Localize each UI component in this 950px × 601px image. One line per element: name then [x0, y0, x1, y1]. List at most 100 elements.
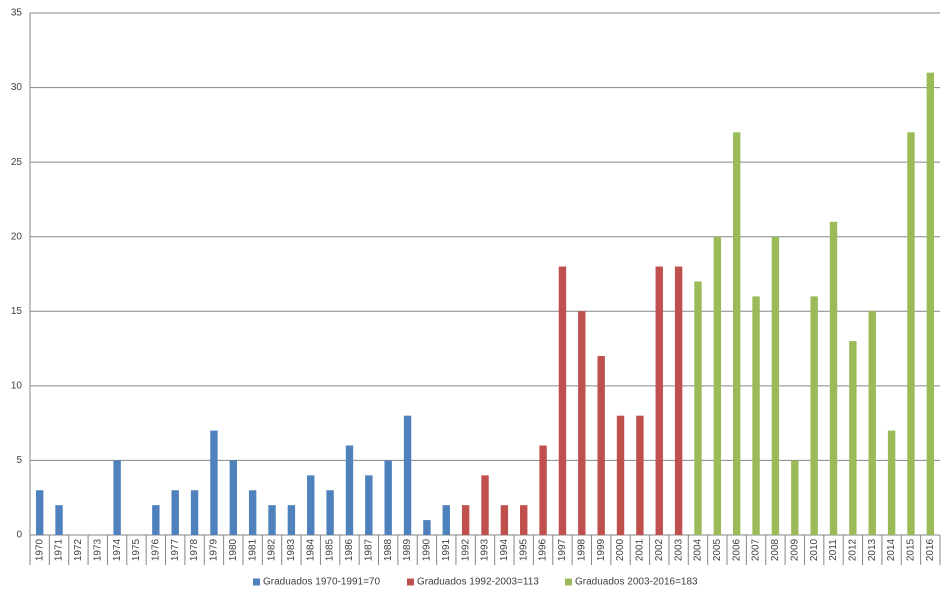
x-tick-label: 2003 [673, 538, 684, 561]
bar [539, 445, 547, 535]
bar [384, 460, 392, 535]
bar [655, 266, 663, 535]
x-tick-label: 1990 [422, 538, 433, 561]
x-tick-label: 1972 [73, 538, 84, 561]
x-tick-label: 1981 [247, 538, 258, 561]
x-tick-label: 1995 [518, 538, 529, 561]
x-tick-label: 1970 [34, 538, 45, 561]
x-tick-label: 1998 [576, 538, 587, 561]
bar [190, 490, 199, 535]
y-tick-label: 35 [11, 8, 23, 19]
x-tick-label: 1989 [402, 538, 413, 561]
x-tick-label: 2011 [828, 539, 839, 561]
bar [461, 505, 470, 535]
x-tick-label: 2010 [809, 538, 820, 561]
y-tick-label: 20 [11, 231, 23, 242]
bar [926, 72, 935, 536]
bar [248, 490, 257, 535]
bar [887, 430, 896, 535]
legend-swatch [253, 578, 260, 586]
x-tick-label: 1991 [441, 538, 452, 561]
bar [752, 296, 760, 535]
y-tick-label: 5 [16, 455, 22, 466]
x-tick-label: 2016 [925, 538, 936, 561]
y-tick-label: 0 [16, 530, 22, 541]
bar [578, 311, 586, 535]
bar [365, 475, 373, 535]
bar [326, 490, 334, 535]
bar [35, 490, 44, 535]
x-tick-label: 1977 [170, 538, 181, 561]
x-tick-label: 2013 [867, 538, 878, 561]
x-tick-label: 1978 [189, 538, 200, 561]
bar [171, 490, 179, 535]
bar [868, 311, 876, 535]
bar [771, 236, 780, 535]
legend-label: Graduados 2003-2016=183 [575, 577, 698, 588]
x-tick-label: 2004 [693, 538, 704, 561]
legend-label: Graduados 1992-2003=113 [417, 577, 539, 588]
x-tick-label: 1976 [150, 538, 161, 561]
bar [520, 505, 528, 535]
x-tick-label: 1980 [228, 538, 239, 561]
bar [694, 281, 702, 535]
x-tick-label: 1993 [480, 538, 491, 561]
x-tick-label: 1992 [460, 538, 471, 561]
bar [423, 520, 431, 535]
x-tick-label: 2001 [635, 538, 646, 561]
bar [481, 475, 489, 535]
bar [268, 505, 276, 535]
x-tick-label: 1994 [499, 538, 510, 561]
x-tick-label: 2002 [654, 538, 665, 561]
x-tick-label: 1986 [344, 538, 355, 561]
x-tick-label: 2007 [751, 538, 762, 561]
bar [849, 341, 857, 535]
bar [713, 236, 722, 535]
x-tick-label: 1982 [267, 538, 278, 561]
x-tick-label: 2005 [712, 538, 723, 561]
bar [210, 430, 218, 535]
bar [558, 266, 567, 535]
x-tick-label: 1979 [209, 538, 220, 561]
x-tick-label: 1985 [325, 538, 336, 561]
bar [403, 415, 412, 535]
x-tick-label: 2014 [886, 538, 897, 561]
x-tick-label: 1988 [383, 538, 394, 561]
bar [113, 460, 121, 535]
bar [307, 475, 315, 535]
bar [500, 505, 509, 535]
bar [907, 132, 915, 536]
legend-swatch [565, 578, 572, 586]
y-tick-label: 30 [11, 82, 23, 93]
bar [287, 505, 296, 535]
bar [442, 505, 450, 535]
x-tick-label: 2006 [731, 538, 742, 561]
bar [674, 266, 683, 535]
legend-swatch [407, 578, 414, 586]
x-tick-label: 1983 [286, 538, 297, 561]
bar [733, 132, 741, 536]
x-tick-label: 2009 [789, 538, 800, 561]
bar [152, 505, 160, 535]
x-tick-label: 1974 [112, 538, 123, 561]
x-tick-label: 1971 [54, 538, 65, 561]
x-tick-label: 2000 [615, 538, 626, 561]
bar [636, 415, 644, 535]
bar [229, 460, 237, 535]
bar [55, 505, 63, 535]
x-tick-label: 1987 [363, 538, 374, 561]
x-tick-label: 1984 [305, 538, 316, 561]
y-tick-label: 10 [11, 380, 23, 391]
bar [345, 445, 354, 535]
bar [616, 415, 625, 535]
x-tick-label: 1999 [596, 538, 607, 561]
legend-label: Graduados 1970-1991=70 [263, 577, 380, 588]
x-tick-label: 1973 [92, 538, 103, 561]
x-tick-label: 1996 [538, 538, 549, 561]
x-tick-label: 2008 [770, 538, 781, 561]
bar [791, 460, 799, 535]
y-tick-label: 25 [11, 157, 23, 168]
x-tick-label: 1975 [131, 538, 142, 561]
bar [829, 221, 838, 536]
